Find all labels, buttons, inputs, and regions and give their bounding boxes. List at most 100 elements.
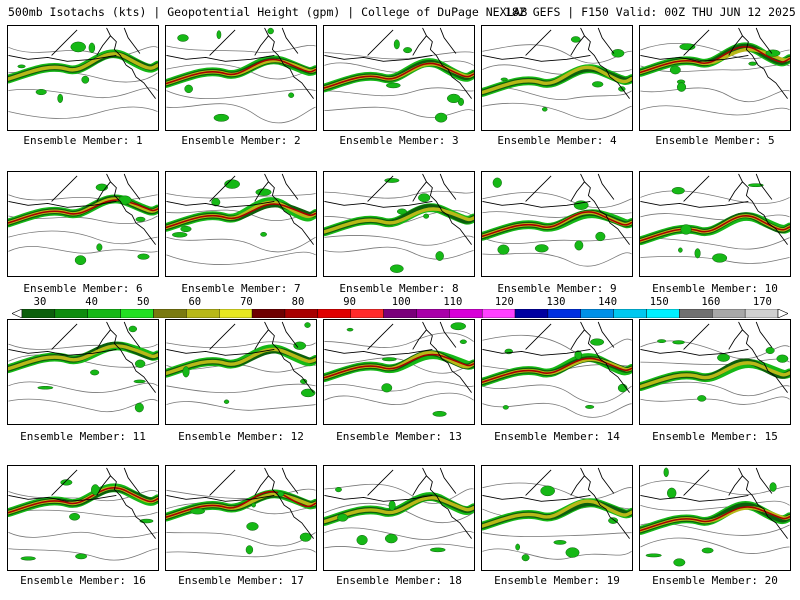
colorbar-min-arrow bbox=[12, 309, 23, 318]
ensemble-member-label: Ensemble Member: 17 bbox=[178, 574, 304, 587]
ensemble-member-label: Ensemble Member: 5 bbox=[655, 134, 775, 147]
colorbar-swatch bbox=[383, 309, 417, 318]
isotach-map-graphic bbox=[482, 321, 632, 418]
wind-speed-colorbar bbox=[12, 309, 788, 318]
header-valid-time: 18Z GEFS | F150 Valid: 00Z THU JUN 12 20… bbox=[505, 5, 796, 19]
colorbar-swatch bbox=[251, 309, 286, 318]
colorbar-swatch bbox=[120, 309, 154, 318]
colorbar-swatch bbox=[580, 309, 614, 318]
ensemble-member-label: Ensemble Member: 2 bbox=[181, 134, 301, 147]
colorbar-tick-label: 40 bbox=[85, 296, 98, 308]
colorbar-swatch bbox=[21, 309, 56, 318]
header-title: 500mb Isotachs (kts) | Geopotential Heig… bbox=[8, 5, 528, 19]
isotach-map-graphic bbox=[482, 27, 632, 120]
colorbar-tick-label: 30 bbox=[33, 296, 47, 308]
colorbar-tick-label: 110 bbox=[443, 296, 463, 308]
ensemble-member-label: Ensemble Member: 1 bbox=[23, 134, 143, 147]
ensemble-member-map bbox=[481, 171, 633, 277]
isotach-map-graphic bbox=[8, 27, 158, 119]
isotach-map-graphic bbox=[166, 321, 316, 411]
colorbar-swatch bbox=[317, 309, 351, 318]
colorbar-swatch bbox=[547, 309, 581, 318]
ensemble-member-map bbox=[165, 25, 317, 131]
ensemble-member-label: Ensemble Member: 12 bbox=[178, 430, 304, 443]
colorbar-swatch bbox=[481, 309, 516, 318]
isotach-map-graphic bbox=[324, 27, 474, 123]
colorbar-swatch bbox=[87, 309, 121, 318]
isotach-map-graphic bbox=[8, 173, 158, 266]
ensemble-member-label: Ensemble Member: 16 bbox=[20, 574, 146, 587]
colorbar-tick-label: 80 bbox=[291, 296, 305, 308]
isotach-map-graphic bbox=[324, 173, 474, 273]
colorbar-tick-label: 50 bbox=[136, 296, 150, 308]
colorbar-swatch bbox=[350, 309, 384, 318]
ensemble-member-map bbox=[323, 465, 475, 571]
ensemble-member-map bbox=[639, 465, 791, 571]
isotach-map-graphic bbox=[640, 321, 790, 405]
colorbar-tick-label: 90 bbox=[343, 296, 356, 308]
colorbar-tick-label: 70 bbox=[240, 296, 253, 308]
ensemble-member-label: Ensemble Member: 7 bbox=[181, 282, 301, 295]
isotach-map-graphic bbox=[482, 173, 632, 267]
isotach-map-graphic bbox=[324, 467, 474, 553]
ensemble-member-map bbox=[165, 171, 317, 277]
ensemble-member-label: Ensemble Member: 14 bbox=[494, 430, 620, 443]
ensemble-member-label: Ensemble Member: 4 bbox=[497, 134, 617, 147]
colorbar-tick-label: 140 bbox=[598, 296, 618, 308]
isotach-map-graphic bbox=[8, 467, 158, 561]
ensemble-member-map bbox=[639, 319, 791, 425]
ensemble-member-map bbox=[639, 171, 791, 277]
colorbar-swatch bbox=[646, 309, 680, 318]
ensemble-member-map bbox=[481, 319, 633, 425]
ensemble-member-label: Ensemble Member: 8 bbox=[339, 282, 459, 295]
isotach-map-graphic bbox=[166, 27, 316, 124]
colorbar-swatch bbox=[186, 309, 220, 318]
ensemble-member-label: Ensemble Member: 19 bbox=[494, 574, 620, 587]
colorbar-swatch bbox=[712, 309, 746, 318]
colorbar-tick-label: 100 bbox=[391, 296, 411, 308]
colorbar-swatch bbox=[284, 309, 319, 318]
colorbar-tick-label: 130 bbox=[546, 296, 566, 308]
ensemble-member-map bbox=[481, 25, 633, 131]
colorbar-swatch bbox=[54, 309, 88, 318]
colorbar-max-arrow bbox=[777, 309, 788, 318]
isotach-map-graphic bbox=[640, 467, 790, 567]
colorbar-swatch bbox=[449, 309, 483, 318]
isotach-map-graphic bbox=[166, 173, 316, 265]
isotach-map-graphic bbox=[166, 467, 316, 558]
colorbar-tick-label: 120 bbox=[494, 296, 514, 308]
isotach-map-graphic bbox=[324, 321, 474, 417]
ensemble-member-label: Ensemble Member: 13 bbox=[336, 430, 462, 443]
ensemble-member-map bbox=[165, 465, 317, 571]
ensemble-member-map bbox=[323, 319, 475, 425]
colorbar-swatch bbox=[416, 309, 450, 318]
isotach-map-graphic bbox=[640, 173, 790, 264]
ensemble-member-map bbox=[323, 25, 475, 131]
colorbar-tick-label: 150 bbox=[649, 296, 669, 308]
ensemble-member-label: Ensemble Member: 9 bbox=[497, 282, 617, 295]
ensemble-member-label: Ensemble Member: 15 bbox=[652, 430, 778, 443]
ensemble-member-map bbox=[165, 319, 317, 425]
isotach-map-graphic bbox=[640, 27, 790, 116]
ensemble-member-map bbox=[7, 319, 159, 425]
colorbar-swatch bbox=[153, 309, 187, 318]
ensemble-member-label: Ensemble Member: 11 bbox=[20, 430, 146, 443]
ensemble-member-map bbox=[7, 465, 159, 571]
ensemble-member-map bbox=[323, 171, 475, 277]
colorbar-swatch bbox=[613, 309, 647, 318]
ensemble-member-map bbox=[7, 171, 159, 277]
colorbar-swatch bbox=[514, 309, 549, 318]
chart-header: 500mb Isotachs (kts) | Geopotential Heig… bbox=[8, 5, 796, 19]
colorbar-tick-label: 60 bbox=[188, 296, 202, 308]
ensemble-member-map bbox=[7, 25, 159, 131]
ensemble-member-map bbox=[639, 25, 791, 131]
ensemble-member-label: Ensemble Member: 10 bbox=[652, 282, 778, 295]
colorbar-swatch bbox=[219, 309, 253, 318]
colorbar-tick-label: 160 bbox=[701, 296, 721, 308]
ensemble-member-label: Ensemble Member: 20 bbox=[652, 574, 778, 587]
colorbar-swatch bbox=[679, 309, 713, 318]
isotach-map-graphic bbox=[482, 467, 632, 562]
ensemble-member-label: Ensemble Member: 18 bbox=[336, 574, 462, 587]
colorbar-swatch bbox=[744, 309, 779, 318]
ensemble-member-map bbox=[481, 465, 633, 571]
